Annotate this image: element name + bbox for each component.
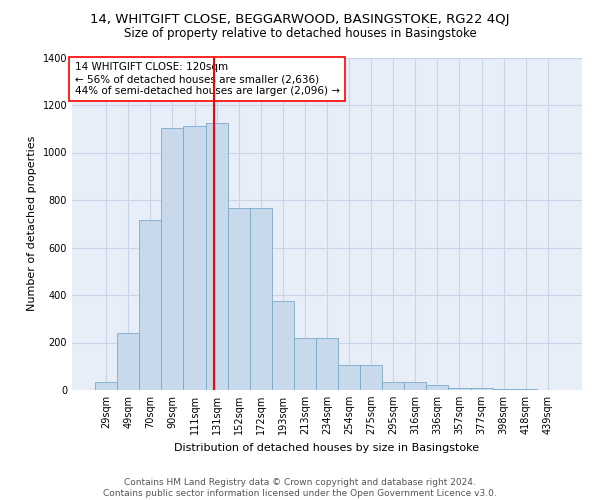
Bar bbox=[382, 382, 404, 390]
Bar bbox=[360, 365, 382, 390]
Bar bbox=[470, 388, 493, 390]
Bar bbox=[184, 126, 206, 390]
Bar bbox=[294, 338, 316, 390]
X-axis label: Distribution of detached houses by size in Basingstoke: Distribution of detached houses by size … bbox=[175, 442, 479, 452]
Text: Size of property relative to detached houses in Basingstoke: Size of property relative to detached ho… bbox=[124, 28, 476, 40]
Bar bbox=[338, 365, 360, 390]
Bar bbox=[206, 123, 227, 390]
Bar bbox=[139, 220, 161, 390]
Text: 14 WHITGIFT CLOSE: 120sqm
← 56% of detached houses are smaller (2,636)
44% of se: 14 WHITGIFT CLOSE: 120sqm ← 56% of detac… bbox=[74, 62, 340, 96]
Bar bbox=[316, 338, 338, 390]
Bar bbox=[272, 301, 294, 390]
Bar bbox=[117, 333, 139, 390]
Bar bbox=[227, 208, 250, 390]
Y-axis label: Number of detached properties: Number of detached properties bbox=[27, 136, 37, 312]
Bar bbox=[95, 382, 117, 390]
Text: 14, WHITGIFT CLOSE, BEGGARWOOD, BASINGSTOKE, RG22 4QJ: 14, WHITGIFT CLOSE, BEGGARWOOD, BASINGST… bbox=[90, 12, 510, 26]
Bar bbox=[404, 382, 427, 390]
Bar bbox=[250, 208, 272, 390]
Bar bbox=[427, 385, 448, 390]
Text: Contains HM Land Registry data © Crown copyright and database right 2024.
Contai: Contains HM Land Registry data © Crown c… bbox=[103, 478, 497, 498]
Bar bbox=[448, 388, 470, 390]
Bar bbox=[161, 128, 184, 390]
